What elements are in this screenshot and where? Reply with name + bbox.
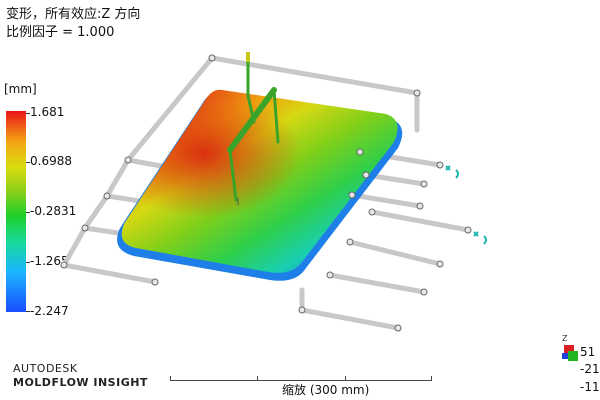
product-name: MOLDFLOW INSIGHT (13, 376, 148, 389)
autodesk-logo: AUTODESK (13, 362, 78, 375)
legend-label-max: 1.681 (30, 105, 65, 119)
runner-system (227, 56, 280, 202)
frame-nodes (60, 54, 472, 332)
legend-label-min: -2.247 (30, 304, 69, 318)
scale-factor: 比例因子 = 1.000 (6, 25, 115, 40)
scale-bar (170, 380, 432, 381)
warped-part[interactable] (117, 89, 403, 281)
triad-value-3: -11 (580, 380, 600, 394)
scale-bar-label: 缩放 (300 mm) (282, 383, 370, 397)
legend-unit: [mm] (4, 82, 37, 96)
orientation-triad-icon[interactable]: Z (560, 333, 582, 365)
legend-label-3: -0.2831 (30, 204, 77, 218)
triad-value-2: -21 (580, 362, 600, 376)
triad-value-1: 51 (580, 345, 596, 359)
triad-z-label: Z (562, 334, 568, 343)
result-name: 变形，所有效应:Z 方向 (6, 7, 141, 22)
legend-label-2: 0.6988 (30, 154, 72, 168)
color-legend-bar (6, 111, 26, 312)
coolant-inlet-icon (445, 165, 487, 245)
legend-label-4: -1.265 (30, 254, 69, 268)
result-title: 变形，所有效应:Z 方向 比例因子 = 1.000 (6, 6, 140, 42)
